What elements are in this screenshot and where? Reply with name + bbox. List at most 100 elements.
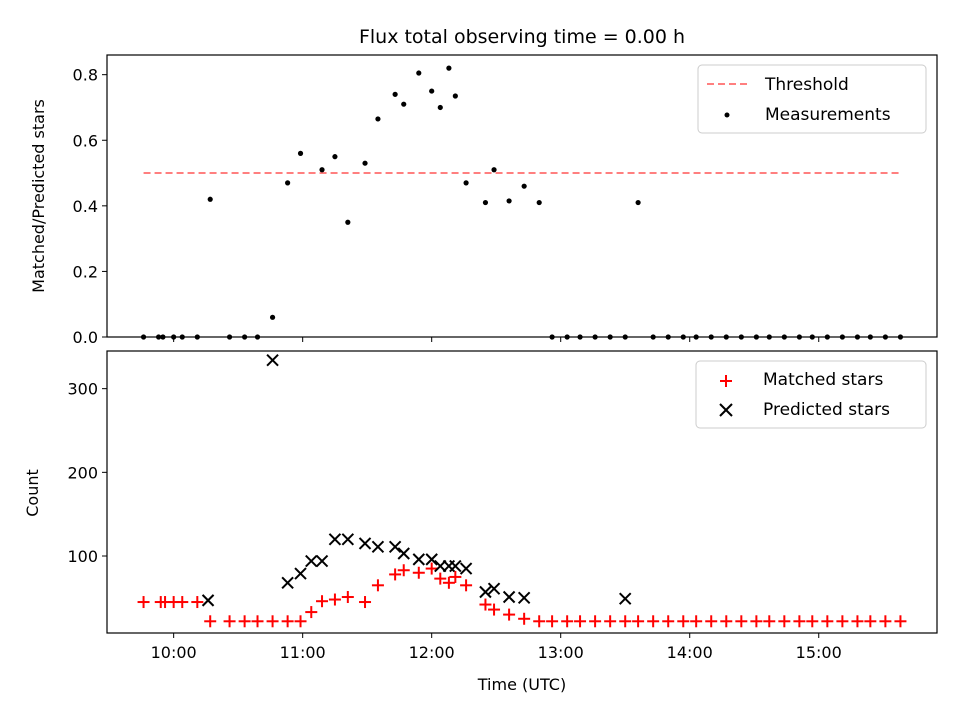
matched-star-point	[223, 615, 236, 628]
measurement-point	[491, 167, 497, 173]
matched-star-point	[690, 615, 703, 628]
predicted-star-stroke	[358, 537, 372, 550]
matched-star-point	[705, 615, 718, 628]
measurement-point	[392, 91, 398, 97]
predicted-star-stroke	[371, 540, 385, 554]
matched-star-point	[371, 579, 384, 592]
measurement-point	[437, 104, 443, 111]
predicted-star-stroke	[487, 582, 501, 595]
matched-star-point	[460, 579, 473, 592]
matched-star-point	[793, 615, 806, 628]
matched-star-point	[191, 596, 204, 609]
top-y-tick-label: 0.8	[73, 66, 98, 85]
matched-star-point	[425, 562, 438, 575]
top-x-ticks	[173, 337, 820, 342]
matched-star-point	[533, 615, 546, 628]
predicted-star-stroke	[315, 554, 329, 568]
bottom-data-marks	[137, 353, 907, 628]
top-y-tick-label: 0.6	[73, 131, 98, 150]
bottom-y-tick-label: 100	[67, 547, 98, 566]
matched-star-point	[806, 615, 819, 628]
predicted-star-stroke	[517, 591, 531, 605]
matched-star-point	[821, 615, 834, 628]
predicted-star-point	[328, 533, 342, 546]
matched-star-point	[546, 615, 559, 628]
matched-star-point	[518, 612, 531, 625]
predicted-star-point	[305, 554, 318, 568]
matched-star-point	[341, 591, 354, 604]
measurement-point	[635, 199, 641, 206]
predicted-star-stroke	[328, 533, 342, 546]
legend-measurements-label: Measurements	[765, 105, 891, 125]
measurement-point	[332, 154, 338, 160]
bottom-axes-frame	[106, 350, 938, 634]
measurement-point	[463, 180, 469, 186]
matched-star-point	[251, 615, 264, 628]
matched-star-point	[488, 603, 501, 616]
predicted-star-point	[459, 562, 473, 575]
matched-star-point	[442, 576, 455, 589]
predicted-star-point	[449, 559, 462, 573]
top-y-axis-label: Matched/Predicted stars	[29, 99, 48, 293]
predicted-star-point	[388, 540, 402, 554]
matched-star-point	[359, 596, 372, 609]
matched-star-point	[137, 596, 150, 609]
predicted-star-stroke	[412, 553, 425, 566]
top-legend: Threshold Measurements	[697, 64, 927, 134]
matched-star-point	[305, 606, 318, 619]
matched-star-point	[619, 615, 632, 628]
top-data-marks	[140, 65, 904, 340]
legend-threshold-label: Threshold	[764, 75, 849, 95]
top-legend-box	[697, 64, 927, 134]
matched-star-point	[763, 615, 776, 628]
measurement-point	[362, 160, 368, 166]
top-y-ticks: 0.0 0.2 0.4 0.6 0.8	[73, 66, 107, 347]
predicted-star-point	[412, 553, 425, 566]
legend-matched-label: Matched stars	[763, 370, 883, 390]
matched-star-point	[281, 615, 294, 628]
matched-star-point	[778, 615, 791, 628]
matched-star-point	[677, 615, 690, 628]
matched-star-point	[604, 615, 617, 628]
predicted-star-point	[479, 585, 492, 599]
x-tick-label: 12:00	[409, 643, 455, 662]
top-plot-panel: Matched/Predicted stars 0.00.20.40.60.8 …	[29, 54, 938, 347]
predicted-star-point	[341, 533, 355, 546]
matched-star-point	[750, 615, 763, 628]
matched-star-point	[449, 570, 462, 583]
predicted-star-stroke	[341, 533, 355, 546]
matched-star-point	[879, 615, 892, 628]
predicted-star-stroke	[425, 553, 438, 566]
matched-star-point	[328, 593, 341, 606]
predicted-star-stroke	[459, 562, 473, 575]
x-axis-label: Time (UTC)	[477, 675, 566, 694]
x-tick-label: 14:00	[667, 643, 713, 662]
bottom-y-axis-label: Count	[23, 469, 42, 517]
matched-star-point	[574, 615, 587, 628]
matched-star-point	[589, 615, 602, 628]
bottom-plot-panel: Count Time (UTC) 100 200 300 10:00 11:00 12:…	[23, 350, 938, 694]
chart-title: Flux total observing time = 0.00 h	[359, 26, 685, 48]
matched-star-point	[389, 568, 402, 581]
top-y-tick-label: 0.2	[73, 262, 98, 281]
predicted-star-stroke	[479, 585, 492, 599]
predicted-star-stroke	[281, 576, 294, 589]
matched-star-point	[864, 615, 877, 628]
predicted-star-stroke	[502, 590, 516, 604]
measurement-point	[482, 199, 489, 206]
predicted-star-point	[397, 547, 410, 560]
predicted-star-point	[201, 594, 215, 607]
x-tick-label: 15:00	[796, 643, 842, 662]
matched-star-point	[503, 608, 516, 621]
predicted-star-point	[281, 576, 294, 589]
predicted-star-stroke	[449, 559, 462, 573]
predicted-star-stroke	[294, 567, 307, 580]
predicted-star-stroke	[619, 592, 632, 605]
matched-star-point	[316, 595, 329, 608]
matched-star-point	[851, 615, 864, 628]
predicted-star-point	[619, 592, 632, 605]
measurement-point	[297, 150, 304, 156]
measurement-point	[429, 88, 435, 94]
matched-star-point	[266, 615, 279, 628]
